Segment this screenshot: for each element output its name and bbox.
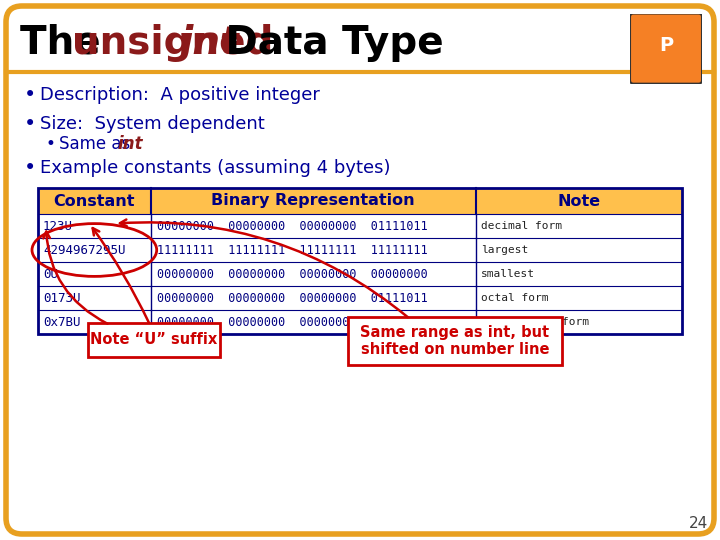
- Text: largest: largest: [481, 245, 528, 255]
- Text: 11111111  11111111  11111111  11111111: 11111111 11111111 11111111 11111111: [157, 244, 428, 256]
- Text: Data Type: Data Type: [212, 24, 444, 62]
- FancyArrowPatch shape: [43, 232, 107, 324]
- FancyBboxPatch shape: [38, 286, 682, 310]
- Text: 4294967295U: 4294967295U: [43, 244, 125, 256]
- Text: Binary Representation: Binary Representation: [212, 193, 415, 208]
- Text: •: •: [24, 85, 36, 105]
- Text: 24: 24: [688, 516, 708, 531]
- Text: •: •: [24, 158, 36, 178]
- FancyBboxPatch shape: [38, 310, 682, 334]
- Text: 0173U: 0173U: [43, 292, 81, 305]
- FancyArrowPatch shape: [120, 219, 408, 317]
- Text: int: int: [180, 24, 240, 62]
- Text: decimal form: decimal form: [481, 221, 562, 231]
- Text: Same as: Same as: [59, 135, 135, 153]
- Text: Example constants (assuming 4 bytes): Example constants (assuming 4 bytes): [40, 159, 390, 177]
- FancyBboxPatch shape: [88, 323, 220, 357]
- Text: 00000000  00000000  00000000  01111011: 00000000 00000000 00000000 01111011: [157, 292, 428, 305]
- Text: Note: Note: [557, 193, 600, 208]
- Text: 00000000  00000000  00000000  01111011: 00000000 00000000 00000000 01111011: [157, 219, 428, 233]
- Text: Same range as int, but
shifted on number line: Same range as int, but shifted on number…: [361, 325, 549, 357]
- Text: P: P: [659, 36, 673, 55]
- Text: •: •: [46, 135, 56, 153]
- Text: smallest: smallest: [481, 269, 535, 279]
- Text: 00000000  00000000  00000000  00000000: 00000000 00000000 00000000 00000000: [157, 267, 428, 280]
- FancyBboxPatch shape: [38, 262, 682, 286]
- Text: 0U: 0U: [43, 267, 58, 280]
- Text: •: •: [24, 114, 36, 134]
- FancyArrowPatch shape: [93, 228, 149, 322]
- Text: Note “U” suffix: Note “U” suffix: [91, 333, 217, 348]
- Text: octal form: octal form: [481, 293, 549, 303]
- Text: Description:  A positive integer: Description: A positive integer: [40, 86, 320, 104]
- Text: Size:  System dependent: Size: System dependent: [40, 115, 265, 133]
- FancyBboxPatch shape: [38, 214, 682, 238]
- FancyBboxPatch shape: [348, 317, 562, 365]
- Text: Constant: Constant: [53, 193, 135, 208]
- Text: The: The: [20, 24, 114, 62]
- Text: unsigned: unsigned: [72, 24, 274, 62]
- Text: int: int: [117, 135, 143, 153]
- Text: 123U: 123U: [43, 219, 73, 233]
- Text: 0x7BU: 0x7BU: [43, 315, 81, 328]
- FancyBboxPatch shape: [38, 188, 682, 214]
- FancyBboxPatch shape: [6, 6, 714, 534]
- Text: 00000000  00000000  00000000  01111011: 00000000 00000000 00000000 01111011: [157, 315, 428, 328]
- Text: hexadecimal form: hexadecimal form: [481, 317, 589, 327]
- FancyBboxPatch shape: [630, 14, 702, 84]
- FancyBboxPatch shape: [38, 238, 682, 262]
